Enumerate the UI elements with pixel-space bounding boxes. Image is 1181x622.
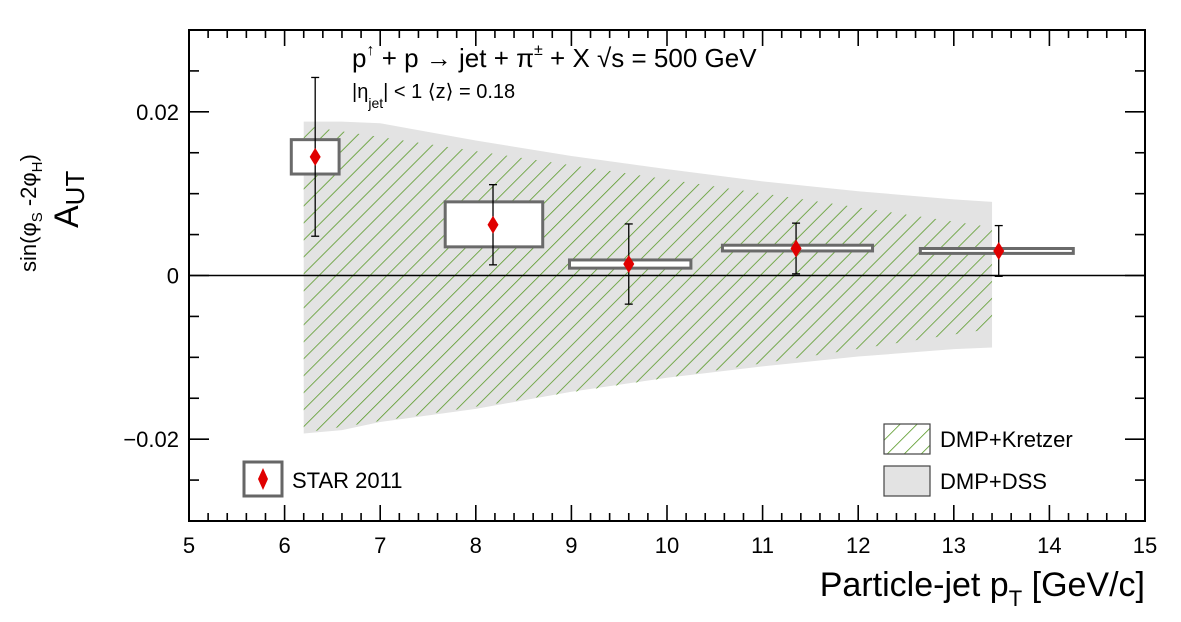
data-markers [309,147,1005,274]
y-tick-label: −0.02 [123,427,179,452]
legend-star: STAR 2011 [242,460,402,498]
data-point-2 [623,255,635,274]
legend-kretzer-label: DMP+Kretzer [940,427,1073,452]
x-tick-label: 14 [1037,533,1061,558]
data-point-1 [487,215,499,234]
y-tick-label: 0 [167,264,179,289]
data-point-3 [790,239,802,258]
x-tick-label: 9 [565,533,577,558]
x-tick-label: 13 [942,533,966,558]
legend-kretzer-swatch [883,423,931,455]
legend-star-label: STAR 2011 [292,468,402,493]
theory-bands [303,121,993,434]
x-tick-label: 6 [278,533,290,558]
axis-tick-labels: 5 6 7 8 9 10 11 12 13 14 15 −0.02 0 0.02 [123,100,1157,558]
x-tick-label: 12 [846,533,870,558]
x-tick-label: 8 [470,533,482,558]
data-point-4 [993,241,1005,260]
svg-text:AUT: AUT [48,171,90,228]
legend-bands: DMP+Kretzer DMP+DSS [883,423,1073,497]
data-point-0 [309,147,321,166]
y-axis-label: AUT sin(φS -2φH) [16,154,90,272]
x-tick-label: 10 [655,533,679,558]
x-axis-label: Particle-jet pT [GeV/c] [820,566,1145,611]
x-tick-label: 11 [751,533,774,558]
reaction-annotation: p↑ + p → jet + π± + X √s = 500 GeV [352,42,757,73]
legend-star-marker [258,468,268,490]
x-tick-label: 15 [1133,533,1157,558]
x-tick-label: 7 [374,533,386,558]
legend-dss-swatch [883,465,931,497]
legend-dss-label: DMP+DSS [940,469,1047,494]
y-tick-label: 0.02 [136,100,179,125]
svg-text:sin(φS -2φH): sin(φS -2φH) [16,154,46,272]
x-tick-label: 5 [183,533,195,558]
legend-star-box [242,460,284,498]
cuts-annotation: |ηjet| < 1 ⟨z⟩ = 0.18 [352,81,515,111]
axis-ticks [188,29,1146,522]
